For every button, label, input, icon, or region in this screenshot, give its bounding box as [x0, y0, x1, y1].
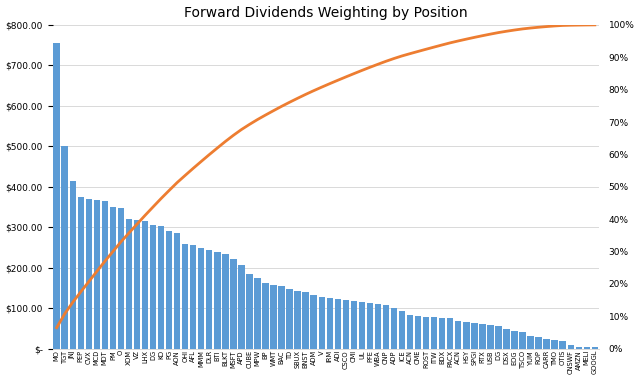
Bar — [102, 201, 108, 349]
Bar — [447, 318, 454, 349]
Bar — [150, 225, 156, 349]
Bar — [407, 315, 413, 349]
Bar — [86, 199, 92, 349]
Bar — [158, 226, 164, 349]
Bar — [125, 219, 132, 349]
Bar — [358, 302, 365, 349]
Bar — [584, 347, 590, 349]
Bar — [335, 299, 341, 349]
Bar — [286, 289, 293, 349]
Bar — [54, 43, 60, 349]
Bar — [439, 318, 445, 349]
Bar — [479, 325, 486, 349]
Bar — [270, 285, 276, 349]
Bar — [455, 321, 461, 349]
Bar — [326, 298, 333, 349]
Bar — [423, 317, 429, 349]
Bar — [415, 316, 421, 349]
Title: Forward Dividends Weighting by Position: Forward Dividends Weighting by Position — [184, 6, 468, 19]
Bar — [375, 304, 381, 349]
Bar — [206, 250, 212, 349]
Bar — [431, 317, 437, 349]
Bar — [568, 345, 574, 349]
Bar — [77, 197, 84, 349]
Bar — [262, 283, 269, 349]
Bar — [214, 252, 221, 349]
Bar — [391, 308, 397, 349]
Bar — [511, 331, 518, 349]
Bar — [166, 231, 172, 349]
Bar — [559, 341, 566, 349]
Bar — [61, 146, 68, 349]
Bar — [319, 297, 325, 349]
Bar — [399, 311, 405, 349]
Bar — [575, 347, 582, 349]
Bar — [238, 265, 244, 349]
Bar — [134, 220, 140, 349]
Bar — [93, 200, 100, 349]
Bar — [471, 323, 477, 349]
Bar — [246, 274, 253, 349]
Bar — [174, 233, 180, 349]
Bar — [278, 286, 285, 349]
Bar — [70, 181, 76, 349]
Bar — [527, 336, 534, 349]
Bar — [198, 248, 204, 349]
Bar — [230, 259, 237, 349]
Bar — [222, 253, 228, 349]
Bar — [543, 339, 550, 349]
Bar — [487, 325, 493, 349]
Bar — [294, 291, 301, 349]
Bar — [591, 347, 598, 349]
Bar — [190, 245, 196, 349]
Bar — [536, 337, 542, 349]
Bar — [351, 301, 357, 349]
Bar — [303, 292, 309, 349]
Bar — [118, 208, 124, 349]
Bar — [503, 329, 509, 349]
Bar — [142, 221, 148, 349]
Bar — [367, 303, 373, 349]
Bar — [254, 278, 260, 349]
Bar — [519, 332, 525, 349]
Bar — [342, 300, 349, 349]
Bar — [383, 306, 389, 349]
Bar — [182, 244, 188, 349]
Bar — [109, 207, 116, 349]
Bar — [552, 340, 558, 349]
Bar — [463, 322, 470, 349]
Bar — [310, 295, 317, 349]
Bar — [495, 326, 502, 349]
